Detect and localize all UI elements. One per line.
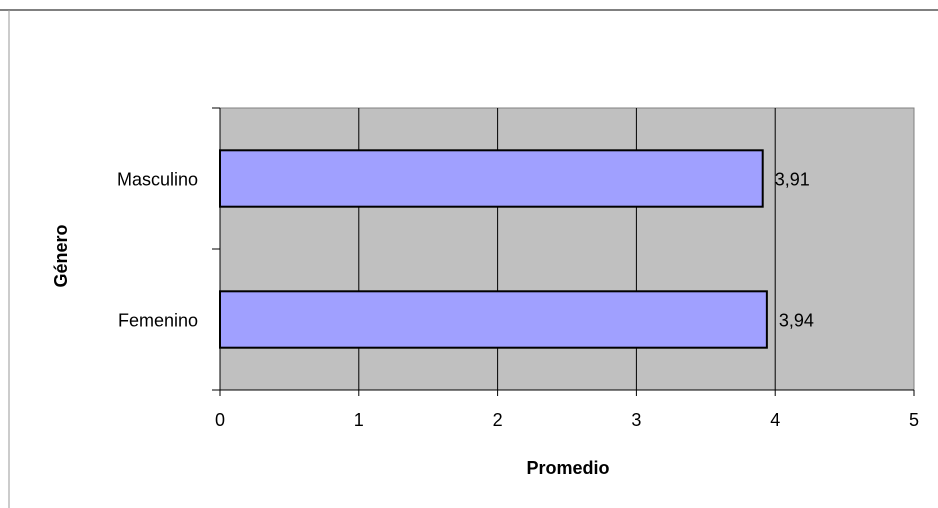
y-axis-title: Género	[51, 224, 71, 287]
data-label: 3,94	[779, 311, 814, 331]
x-tick-label: 2	[493, 410, 503, 430]
x-tick-label: 5	[909, 410, 919, 430]
category-label: Femenino	[118, 311, 198, 331]
x-tick-label: 1	[354, 410, 364, 430]
data-labels: 3,91 3,94	[775, 170, 814, 331]
x-tick-labels: 0 1 2 3 4 5	[215, 410, 919, 430]
bar-femenino	[219, 290, 768, 349]
x-tick-label: 3	[631, 410, 641, 430]
category-labels: Masculino Femenino	[117, 170, 198, 331]
data-label: 3,91	[775, 170, 810, 190]
category-label: Masculino	[117, 170, 198, 190]
axes	[212, 107, 915, 396]
x-tick-label: 0	[215, 410, 225, 430]
x-tick-label: 4	[770, 410, 780, 430]
x-axis-title: Promedio	[526, 458, 609, 478]
bar-masculino	[219, 149, 764, 208]
